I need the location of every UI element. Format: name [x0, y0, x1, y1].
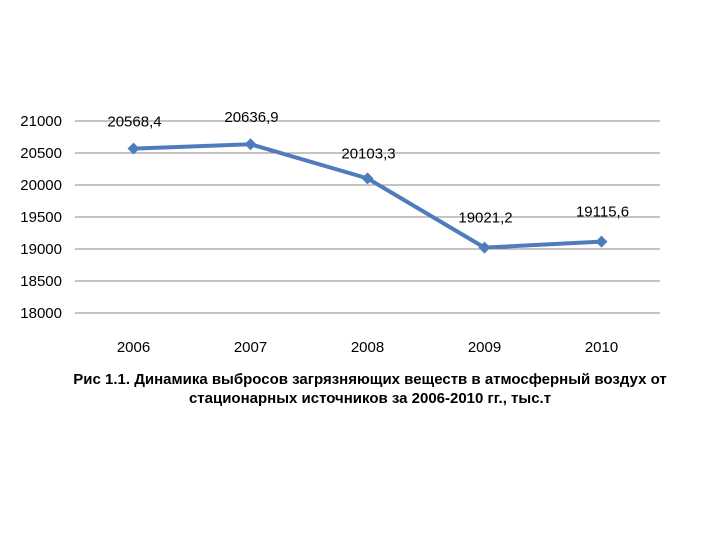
y-tick-label: 18000	[20, 305, 62, 322]
series-markers	[127, 138, 608, 254]
caption-line-1: Рис 1.1. Динамика выбросов загрязняющих …	[73, 371, 667, 388]
x-tick-label: 2008	[351, 339, 384, 356]
data-point-marker	[478, 241, 491, 254]
data-label: 19115,6	[576, 204, 629, 221]
data-point-marker	[361, 172, 374, 185]
data-point-marker	[127, 142, 140, 155]
data-label: 19021,2	[458, 210, 512, 227]
y-tick-label: 20000	[20, 177, 62, 194]
y-tick-label: 20500	[20, 145, 62, 162]
data-label: 20636,9	[224, 109, 278, 126]
gridlines	[75, 120, 660, 314]
x-axis-ticks: 2006 2007 2008 2009 2010	[117, 339, 618, 356]
caption-line-2: стационарных источников за 2006-2010 гг.…	[188, 390, 552, 407]
x-tick-label: 2006	[117, 339, 150, 356]
y-tick-label: 19500	[20, 209, 62, 226]
y-axis-ticks: 18000 18500 19000 19500 20000 20500 21000	[20, 113, 62, 322]
data-label: 20103,3	[341, 145, 395, 162]
y-tick-label: 19000	[20, 241, 62, 258]
y-tick-label: 21000	[20, 113, 62, 130]
x-tick-label: 2010	[585, 339, 618, 356]
y-tick-label: 18500	[20, 273, 62, 290]
x-tick-label: 2007	[234, 339, 267, 356]
data-label: 20568,4	[107, 114, 161, 131]
figure-caption: Рис 1.1. Динамика выбросов загрязняющих …	[60, 370, 680, 408]
x-tick-label: 2009	[468, 339, 501, 356]
data-point-marker	[595, 235, 608, 248]
data-labels: 20568,4 20636,9 20103,3 19021,2 19115,6	[107, 109, 629, 226]
data-point-marker	[244, 138, 257, 151]
